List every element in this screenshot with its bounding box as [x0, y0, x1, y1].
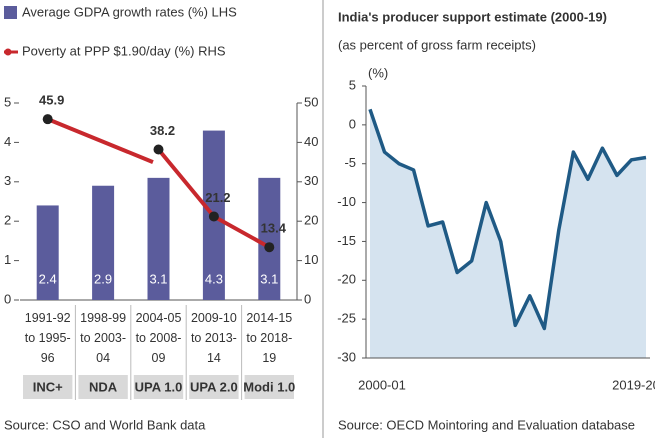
y2-tick-label: 50	[304, 94, 318, 109]
y-tick-label: 0	[4, 291, 11, 306]
y-tick-label: -5	[344, 155, 356, 170]
poverty-label: 38.2	[150, 123, 175, 138]
source: Source: CSO and World Bank data	[4, 417, 206, 432]
group-box	[189, 375, 239, 399]
y2-tick-label: 30	[304, 173, 318, 188]
y-unit: (%)	[368, 65, 388, 80]
bar	[92, 185, 115, 300]
poverty-point	[42, 114, 53, 125]
group-box	[244, 375, 294, 399]
area	[370, 109, 646, 358]
group-box	[133, 375, 184, 399]
legend-dot	[4, 48, 12, 56]
bar-value-label: 4.3	[205, 271, 223, 286]
x-tick-label: 2019-20	[612, 377, 655, 392]
source: Source: OECD Mointoring and Evaluation d…	[338, 417, 635, 432]
line	[368, 108, 647, 331]
group-label: NDA	[89, 379, 118, 394]
y2-tick-label: 0	[304, 291, 311, 306]
group-label: INC+	[33, 379, 63, 394]
y-tick-label: 5	[349, 77, 356, 92]
poverty-label: 13.4	[261, 221, 287, 236]
bar-value-label: 3.1	[149, 271, 167, 286]
y-tick-label: -25	[337, 311, 356, 326]
bar-value-label: 3.1	[260, 271, 278, 286]
bar-value-label: 2.4	[39, 271, 57, 286]
bar-value-label: 2.9	[94, 271, 112, 286]
y-tick-label: 2	[4, 213, 11, 228]
y-tick-label: -30	[337, 349, 356, 364]
chart-subtitle: (as percent of gross farm receipts)	[338, 37, 536, 52]
x-tick-label: 2009-10 to 2013-14	[190, 311, 237, 365]
x-tick-label: 2004-05 to 2008-09	[135, 311, 182, 365]
y-tick-label: -20	[337, 272, 356, 287]
bar	[36, 205, 59, 300]
legend-label: Average GDPA growth rates (%) LHS	[22, 4, 237, 19]
poverty-label: 45.9	[39, 93, 64, 108]
legend-label: Poverty at PPP $1.90/day (%) RHS	[22, 43, 226, 58]
y-tick-label: -10	[337, 194, 356, 209]
legend-swatch	[4, 6, 17, 19]
y-tick-label: 5	[4, 94, 11, 109]
x-tick-label: 2014-15 to 2018-19	[246, 311, 293, 365]
group-label: Modi 1.0	[243, 379, 295, 394]
group-box	[78, 375, 128, 399]
poverty-point	[153, 144, 164, 155]
group-label: UPA 1.0	[135, 379, 183, 394]
bar	[147, 177, 170, 300]
group-label: UPA 2.0	[190, 379, 238, 394]
group-box	[23, 375, 73, 399]
y-tick-label: 1	[4, 252, 11, 267]
y2-tick-label: 10	[304, 252, 318, 267]
chart-title: India's producer support estimate (2000-…	[338, 9, 607, 24]
poverty-point	[208, 211, 219, 222]
y-tick-label: 0	[349, 116, 356, 131]
poverty-point	[264, 242, 275, 253]
y-tick-label: 4	[4, 134, 11, 149]
y2-tick-label: 20	[304, 213, 318, 228]
poverty-label: 21.2	[205, 190, 230, 205]
poverty-line	[46, 117, 154, 164]
y2-tick-label: 40	[304, 134, 318, 149]
y-tick-label: 3	[4, 173, 11, 188]
x-tick-label: 1991-92 to 1995-96	[24, 311, 71, 365]
y-tick-label: -15	[337, 233, 356, 248]
x-tick-label: 2000-01	[358, 377, 406, 392]
x-tick-label: 1998-99 to 2003-04	[80, 311, 127, 365]
bar	[258, 177, 281, 300]
